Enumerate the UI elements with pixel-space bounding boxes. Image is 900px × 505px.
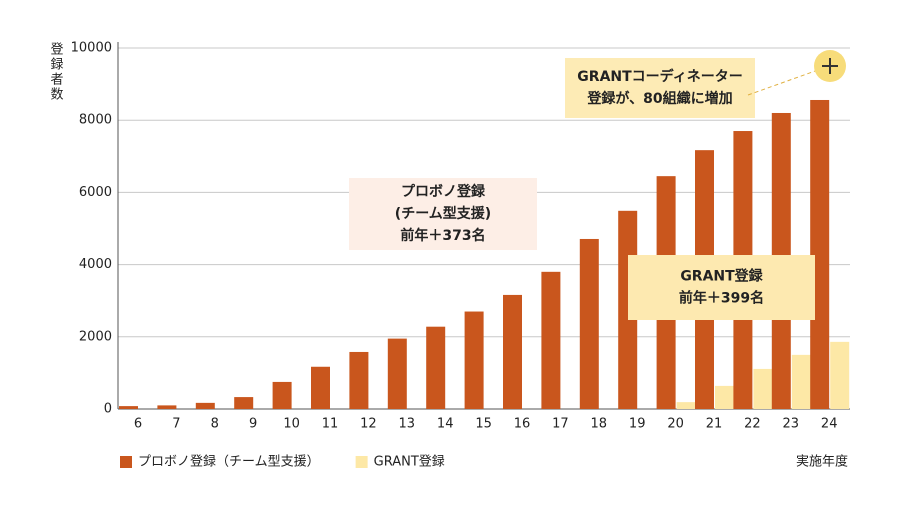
x-tick-label: 12: [360, 417, 377, 432]
y-tick-label: 2000: [79, 329, 112, 344]
bar: [119, 406, 138, 409]
y-axis-label: 登録者数: [48, 42, 64, 102]
bar: [503, 294, 522, 409]
legend-label: GRANT登録: [374, 455, 445, 470]
bar: [426, 326, 446, 409]
x-tick-label: 8: [211, 417, 219, 432]
x-tick-label: 20: [667, 417, 684, 432]
bar: [753, 368, 773, 409]
x-tick-label: 14: [437, 417, 454, 432]
y-tick-label: 0: [104, 402, 112, 417]
legend-label: プロボノ登録（チーム型支援）: [138, 455, 320, 470]
bar: [311, 366, 330, 409]
bar: [579, 238, 599, 409]
bar: [810, 99, 830, 409]
bar: [387, 338, 407, 409]
x-tick-label: 6: [134, 417, 142, 432]
y-tick-label: 4000: [79, 257, 112, 272]
annotation-box: [349, 178, 537, 250]
x-axis-label: 実施年度: [796, 454, 848, 470]
x-tick-label: 17: [552, 417, 569, 432]
x-tick-label: 18: [591, 417, 608, 432]
bar: [715, 385, 734, 409]
annotation-text: GRANT登録: [680, 268, 763, 285]
annotation-box: [628, 255, 815, 320]
bar: [791, 354, 811, 409]
bar: [349, 351, 369, 409]
x-tick-label: 13: [399, 417, 416, 432]
annotation-text: 前年＋373名: [400, 227, 485, 244]
bar: [234, 397, 254, 409]
y-tick-label: 6000: [79, 185, 112, 200]
x-tick-label: 11: [322, 417, 339, 432]
bar: [676, 402, 696, 409]
x-tick-label: 22: [744, 417, 761, 432]
annotation-text: プロボノ登録: [401, 183, 486, 200]
connector: [747, 69, 819, 96]
annotation-text: (チーム型支援): [395, 205, 491, 222]
x-tick-label: 24: [821, 417, 838, 432]
bar: [195, 402, 215, 409]
x-tick-label: 19: [629, 417, 646, 432]
legend-swatch: [120, 456, 132, 468]
x-tick-label: 9: [249, 417, 257, 432]
bar: [830, 341, 850, 409]
x-tick-label: 23: [783, 417, 800, 432]
x-tick-label: 15: [475, 417, 492, 432]
legend-swatch: [355, 456, 368, 468]
bar: [272, 381, 292, 409]
annotation-text: 登録が、80組織に増加: [586, 90, 732, 107]
x-tick-label: 16: [514, 417, 531, 432]
annotation-box: [565, 58, 755, 118]
y-tick-label: 8000: [79, 113, 112, 128]
bar: [464, 311, 484, 409]
bar: [541, 271, 561, 409]
y-tick-label: 10000: [71, 41, 112, 56]
bar: [157, 405, 177, 409]
x-tick-label: 10: [283, 417, 300, 432]
x-tick-label: 21: [706, 417, 723, 432]
annotation-text: 前年＋399名: [679, 290, 764, 307]
annotation-text: GRANTコーディネーター: [577, 68, 742, 85]
x-tick-label: 7: [172, 417, 180, 432]
